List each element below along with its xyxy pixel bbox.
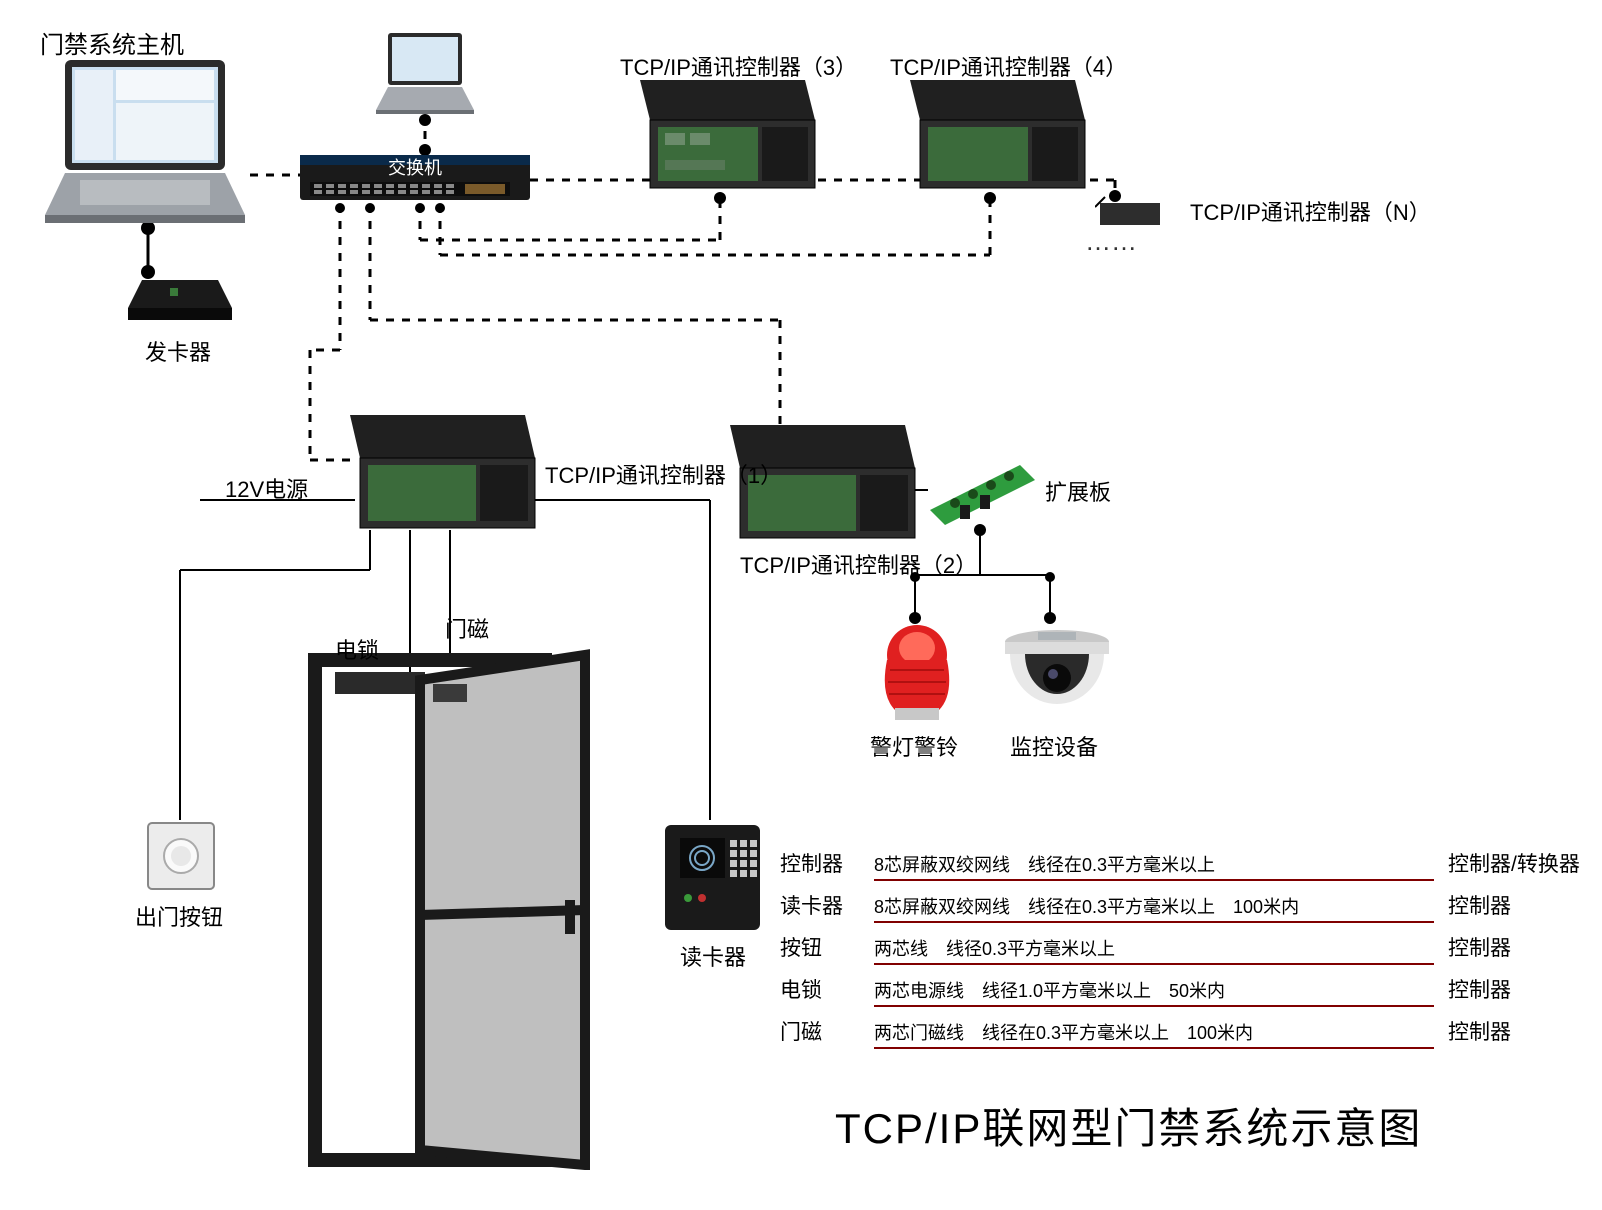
alarm-light: [870, 620, 965, 730]
switch-text: 交换机: [388, 158, 442, 178]
client-laptop: [370, 30, 480, 115]
label-ctrl4: TCP/IP通讯控制器（4）: [890, 50, 1127, 82]
label-door-sensor: 门磁: [445, 612, 489, 644]
spec-right: 控制器: [1448, 890, 1588, 920]
label-ctrl1: TCP/IP通讯控制器（1）: [545, 458, 782, 490]
spec-table: 控制器 8芯屏蔽双绞网线 线径在0.3平方毫米以上 控制器/转换器 读卡器 8芯…: [780, 848, 1588, 1058]
label-elock: 电锁: [335, 633, 379, 665]
door: [305, 640, 615, 1175]
label-host: 门禁系统主机: [40, 25, 184, 60]
label-card-issuer: 发卡器: [145, 335, 211, 367]
spec-right: 控制器: [1448, 974, 1588, 1004]
controller-3: [630, 75, 820, 200]
spec-left: 门磁: [780, 1016, 860, 1046]
exit-button: [145, 820, 217, 897]
spec-mid: 8芯屏蔽双绞网线 线径在0.3平方毫米以上 100米内: [874, 893, 1434, 923]
spec-mid: 两芯线 线径0.3平方毫米以上: [874, 935, 1434, 965]
spec-mid: 8芯屏蔽双绞网线 线径在0.3平方毫米以上: [874, 851, 1434, 881]
label-12v: 12V电源: [225, 472, 308, 504]
card-reader: [660, 820, 765, 940]
diagram-canvas: …… 交换机: [0, 0, 1602, 1210]
spec-row: 电锁 两芯电源线 线径1.0平方毫米以上 50米内 控制器: [780, 974, 1588, 1008]
spec-left: 读卡器: [780, 890, 860, 920]
camera-dome: [1000, 620, 1115, 730]
spec-mid: 两芯门磁线 线径在0.3平方毫米以上 100米内: [874, 1019, 1434, 1049]
label-alarm: 警灯警铃: [870, 730, 958, 762]
spec-row: 控制器 8芯屏蔽双绞网线 线径在0.3平方毫米以上 控制器/转换器: [780, 848, 1588, 882]
diagram-title: TCP/IP联网型门禁系统示意图: [835, 1095, 1422, 1156]
spec-row: 按钮 两芯线 线径0.3平方毫米以上 控制器: [780, 932, 1588, 966]
expansion-board: [925, 455, 1045, 535]
spec-left: 控制器: [780, 848, 860, 878]
host-laptop: [30, 55, 260, 225]
label-ctrl3: TCP/IP通讯控制器（3）: [620, 50, 857, 82]
spec-mid: 两芯电源线 线径1.0平方毫米以上 50米内: [874, 977, 1434, 1007]
card-issuer: [120, 270, 240, 325]
label-reader: 读卡器: [680, 940, 746, 972]
spec-right: 控制器: [1448, 1016, 1588, 1046]
controller-1: [340, 410, 540, 540]
spec-left: 电锁: [780, 974, 860, 1004]
label-exit-button: 出门按钮: [135, 900, 223, 932]
label-expansion: 扩展板: [1045, 475, 1111, 507]
spec-right: 控制器/转换器: [1448, 848, 1588, 878]
network-switch: 交换机: [300, 150, 530, 205]
spec-right: 控制器: [1448, 932, 1588, 962]
label-ctrl2: TCP/IP通讯控制器（2）: [740, 548, 977, 580]
spec-row: 读卡器 8芯屏蔽双绞网线 线径在0.3平方毫米以上 100米内 控制器: [780, 890, 1588, 924]
label-ctrlN: TCP/IP通讯控制器（N）: [1190, 195, 1431, 227]
label-camera: 监控设备: [1010, 730, 1098, 762]
controller-4: [900, 75, 1090, 200]
controller-n: [1095, 195, 1175, 240]
spec-row: 门磁 两芯门磁线 线径在0.3平方毫米以上 100米内 控制器: [780, 1016, 1588, 1050]
spec-left: 按钮: [780, 932, 860, 962]
